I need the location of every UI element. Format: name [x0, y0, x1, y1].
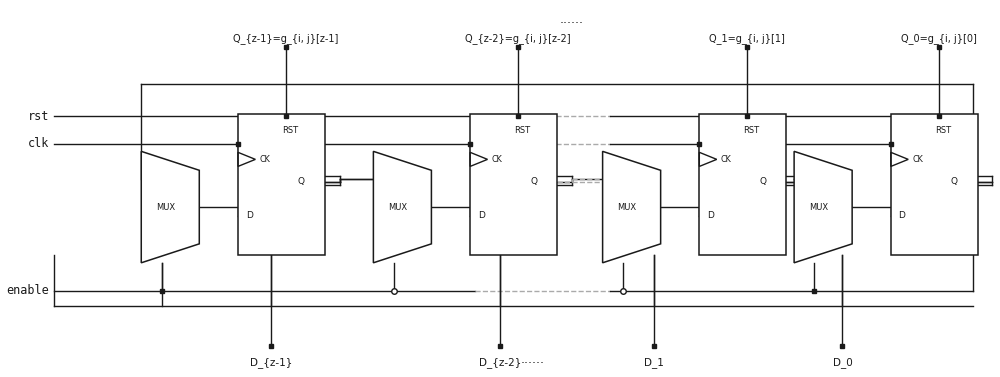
Text: D: D [707, 211, 714, 220]
Polygon shape [141, 151, 199, 263]
Text: Q: Q [951, 178, 958, 187]
Text: ......: ...... [521, 353, 545, 366]
Polygon shape [373, 151, 431, 263]
Text: clk: clk [28, 138, 49, 150]
Polygon shape [603, 151, 661, 263]
Text: D: D [478, 211, 485, 220]
Text: D_0: D_0 [833, 357, 852, 368]
Text: Q_0=g_{i, j}[0]: Q_0=g_{i, j}[0] [901, 33, 977, 44]
Text: Q_1=g_{i, j}[1]: Q_1=g_{i, j}[1] [709, 33, 785, 44]
Text: RST: RST [282, 126, 298, 135]
Text: MUX: MUX [156, 202, 175, 211]
Text: RST: RST [514, 126, 530, 135]
Text: rst: rst [28, 110, 49, 123]
Bar [470, 114, 557, 255]
Text: D_1: D_1 [644, 357, 664, 368]
Text: MUX: MUX [617, 202, 636, 211]
Text: Q_{z-2}=g_{i, j}[z-2]: Q_{z-2}=g_{i, j}[z-2] [465, 33, 571, 44]
Text: RST: RST [935, 126, 951, 135]
Text: Q: Q [298, 178, 305, 187]
Text: MUX: MUX [809, 202, 828, 211]
Text: Q: Q [759, 178, 766, 187]
Text: Q: Q [530, 178, 537, 187]
Text: D: D [899, 211, 905, 220]
Text: CK: CK [259, 155, 270, 164]
Text: MUX: MUX [388, 202, 407, 211]
Text: CK: CK [721, 155, 731, 164]
Text: RST: RST [743, 126, 760, 135]
Bar [699, 114, 786, 255]
Text: D_{z-1}: D_{z-1} [250, 357, 292, 368]
Text: CK: CK [491, 155, 502, 164]
Text: ......: ...... [560, 13, 584, 26]
Text: D: D [246, 211, 253, 220]
Polygon shape [794, 151, 852, 263]
Text: CK: CK [912, 155, 923, 164]
Bar [238, 114, 325, 255]
Bar [891, 114, 978, 255]
Text: D_{z-2}: D_{z-2} [479, 357, 521, 368]
Text: enable: enable [7, 284, 49, 297]
Text: Q_{z-1}=g_{i, j}[z-1]: Q_{z-1}=g_{i, j}[z-1] [233, 33, 339, 44]
